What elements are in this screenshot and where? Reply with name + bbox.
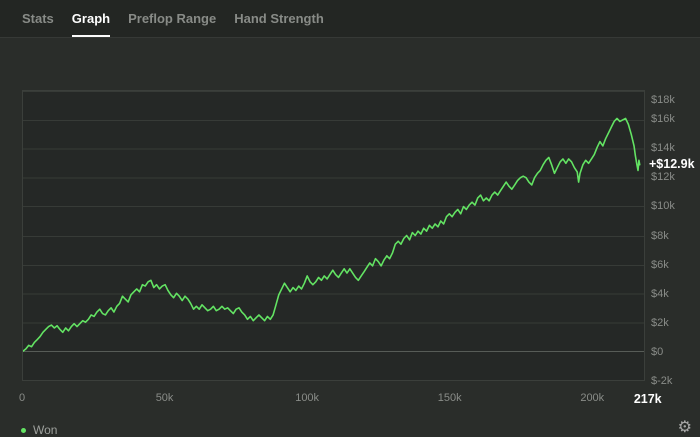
tab-bar: Stats Graph Preflop Range Hand Strength [0, 0, 700, 38]
y-tick-label: $2k [651, 316, 669, 329]
tab-preflop-range[interactable]: Preflop Range [128, 10, 217, 26]
y-tick-label: $6k [651, 258, 669, 271]
y-tick-label: $-2k [651, 375, 673, 387]
y-tick-label: $4k [651, 287, 669, 300]
gear-icon[interactable]: ⚙ [677, 419, 692, 436]
x-tick-label-current: 217k [633, 392, 662, 406]
y-tick-label: $18k [651, 94, 675, 106]
x-tick-label: 100k [295, 392, 320, 404]
won-series-line [23, 117, 641, 352]
current-winnings-badge: +$12.9k [649, 157, 695, 172]
x-tick-label: 0 [18, 392, 26, 404]
y-tick-label: $12k [651, 171, 675, 184]
y-tick-label: $14k [651, 142, 675, 155]
y-tick-label: $8k [651, 229, 669, 242]
x-tick-label: 50k [155, 392, 174, 404]
won-line-chart [23, 91, 644, 353]
tab-stats[interactable]: Stats [22, 10, 54, 26]
legend: Won [21, 423, 57, 437]
legend-label-won: Won [33, 423, 58, 437]
y-tick-label: $0 [651, 345, 664, 358]
x-tick-label: 150k [437, 392, 462, 404]
y-tick-label: $16k [651, 113, 675, 126]
y-tick-label: $10k [651, 200, 675, 213]
tab-graph[interactable]: Graph [71, 0, 111, 38]
x-tick-label: 200k [580, 392, 605, 404]
tab-hand-strength[interactable]: Hand Strength [234, 10, 324, 26]
won-series-dot-icon [21, 427, 26, 433]
winnings-chart-plot[interactable] [22, 90, 645, 381]
graph-panel: $18k $16k $14k $12k $10k $8k $6k $4k $2k $0 $-2k 0 5… [0, 38, 700, 437]
